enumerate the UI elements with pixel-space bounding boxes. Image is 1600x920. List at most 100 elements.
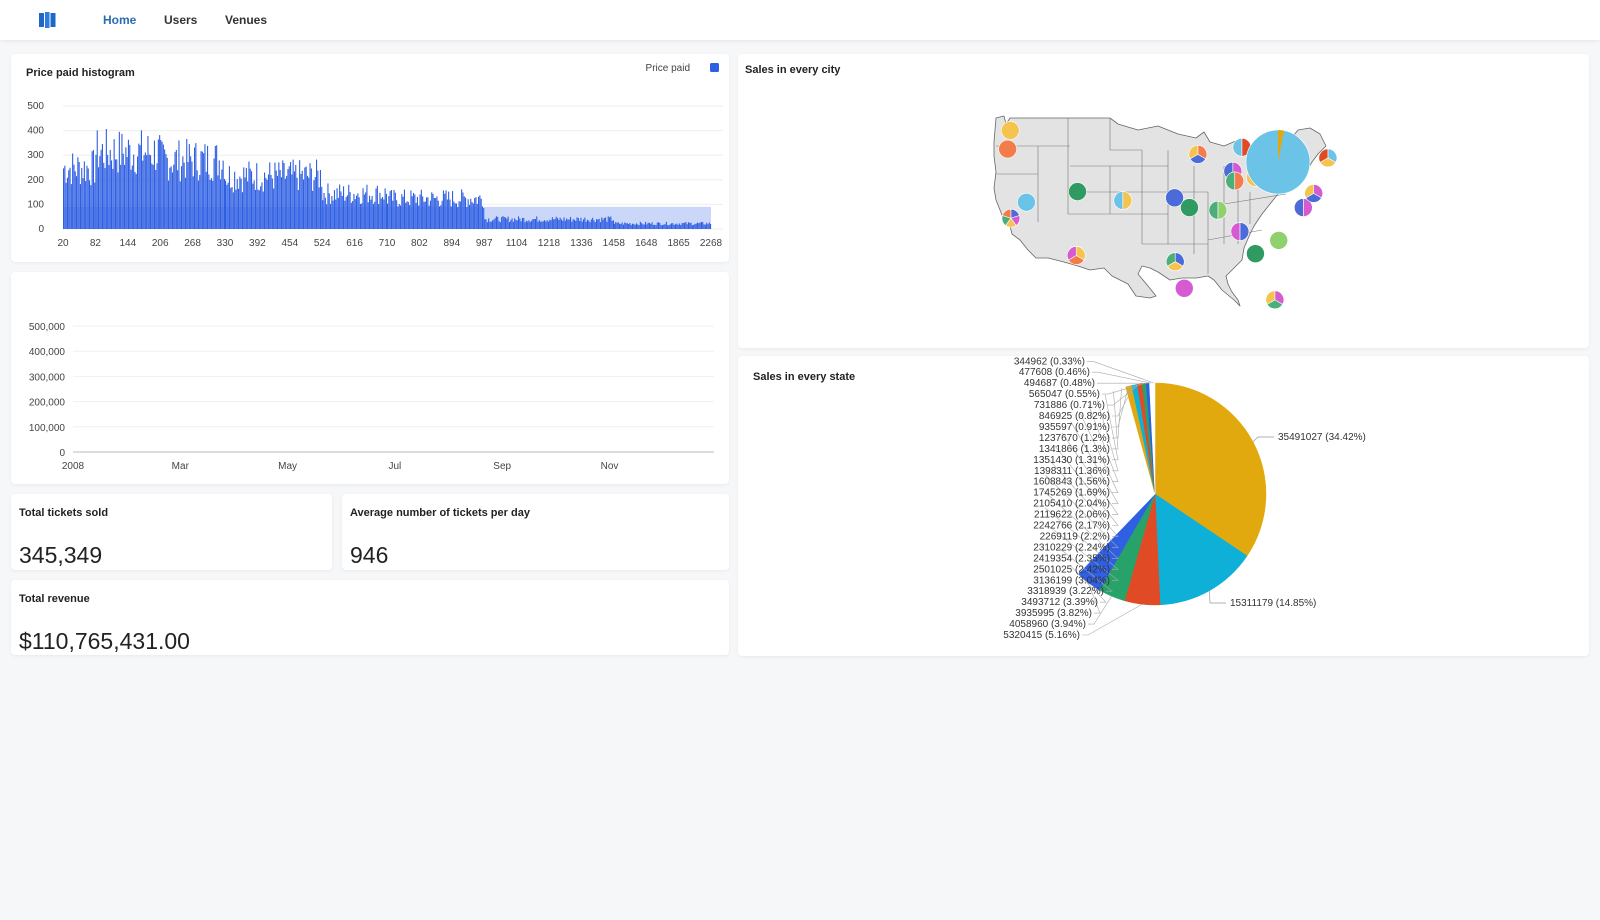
columns-logo-icon[interactable] <box>38 11 56 29</box>
histogram-bar[interactable] <box>374 201 376 229</box>
histogram-bar[interactable] <box>300 174 302 229</box>
histogram-bar[interactable] <box>560 219 562 229</box>
histogram-bar[interactable] <box>179 181 181 229</box>
histogram-bar[interactable] <box>228 166 230 229</box>
histogram-bar[interactable] <box>299 160 301 229</box>
histogram-bar[interactable] <box>147 136 149 229</box>
histogram-bar[interactable] <box>359 204 361 229</box>
histogram-bar[interactable] <box>312 190 314 229</box>
histogram-bar[interactable] <box>409 205 411 229</box>
histogram-bar[interactable] <box>157 139 159 230</box>
histogram-bar[interactable] <box>357 193 359 229</box>
histogram-bar[interactable] <box>170 166 172 229</box>
histogram-bar[interactable] <box>625 223 627 229</box>
histogram-bar[interactable] <box>562 220 564 229</box>
histogram-bar[interactable] <box>599 222 601 229</box>
histogram-bar[interactable] <box>339 184 341 230</box>
histogram-bar[interactable] <box>210 178 212 229</box>
histogram-bar[interactable] <box>628 224 630 229</box>
histogram-bar[interactable] <box>148 154 150 229</box>
histogram-bar[interactable] <box>274 162 276 229</box>
histogram-bar[interactable] <box>680 225 682 229</box>
histogram-bar[interactable] <box>291 174 293 229</box>
histogram-bar[interactable] <box>239 176 241 229</box>
histogram-bar[interactable] <box>448 191 450 229</box>
histogram-bar[interactable] <box>458 201 460 229</box>
histogram-bar[interactable] <box>205 171 207 229</box>
nav-home-link[interactable]: Home <box>103 13 137 27</box>
histogram-bar[interactable] <box>706 222 708 229</box>
histogram-bar[interactable] <box>498 221 500 229</box>
histogram-bar[interactable] <box>313 180 315 229</box>
histogram-bar[interactable] <box>682 222 684 229</box>
histogram-bar[interactable] <box>532 219 534 229</box>
histogram-bar[interactable] <box>493 219 495 229</box>
histogram-bar[interactable] <box>585 221 587 229</box>
histogram-bar[interactable] <box>117 172 119 229</box>
histogram-bar[interactable] <box>280 177 282 229</box>
histogram-bar[interactable] <box>602 219 604 229</box>
histogram-bar[interactable] <box>687 222 689 229</box>
histogram-bar[interactable] <box>143 155 145 229</box>
histogram-bar[interactable] <box>137 156 139 230</box>
histogram-bar[interactable] <box>607 216 609 229</box>
histogram-bar[interactable] <box>96 130 98 229</box>
histogram-bar[interactable] <box>542 221 544 229</box>
histogram-bar[interactable] <box>153 140 155 229</box>
histogram-bar[interactable] <box>257 189 259 229</box>
histogram-bar[interactable] <box>667 225 669 229</box>
histogram-bar[interactable] <box>283 163 285 229</box>
histogram-bar[interactable] <box>328 193 330 229</box>
histogram-bar[interactable] <box>528 220 530 229</box>
histogram-bar[interactable] <box>449 199 451 229</box>
histogram-bar[interactable] <box>83 161 85 229</box>
histogram-bar[interactable] <box>393 190 395 229</box>
city-marker[interactable] <box>1318 148 1338 168</box>
histogram-bar[interactable] <box>363 194 365 230</box>
histogram-bar[interactable] <box>324 197 326 229</box>
histogram-bar[interactable] <box>99 156 101 229</box>
histogram-bar[interactable] <box>407 201 409 229</box>
histogram-bar[interactable] <box>372 203 374 229</box>
histogram-bar[interactable] <box>277 175 279 229</box>
histogram-bar[interactable] <box>651 222 653 229</box>
histogram-bar[interactable] <box>551 217 553 229</box>
histogram-bar[interactable] <box>629 223 631 229</box>
histogram-bar[interactable] <box>127 139 129 229</box>
histogram-bar[interactable] <box>177 170 179 229</box>
histogram-bar[interactable] <box>594 222 596 229</box>
histogram-bar[interactable] <box>693 224 695 229</box>
histogram-bar[interactable] <box>563 217 565 229</box>
histogram-bar[interactable] <box>354 199 356 229</box>
histogram-bar[interactable] <box>125 147 127 229</box>
histogram-bar[interactable] <box>646 224 648 229</box>
histogram-bar[interactable] <box>214 145 216 229</box>
histogram-bar[interactable] <box>400 205 402 230</box>
histogram-bar[interactable] <box>90 185 92 229</box>
histogram-bar[interactable] <box>671 223 673 229</box>
histogram-bar[interactable] <box>388 196 390 229</box>
histogram-bar[interactable] <box>227 182 229 229</box>
histogram-bar[interactable] <box>209 180 211 229</box>
histogram-bar[interactable] <box>566 218 568 230</box>
histogram-bar[interactable] <box>116 159 118 229</box>
histogram-bar[interactable] <box>135 173 137 229</box>
histogram-bar[interactable] <box>603 217 605 229</box>
histogram-bar[interactable] <box>220 179 222 229</box>
histogram-bar[interactable] <box>476 203 478 229</box>
histogram-bar[interactable] <box>98 167 100 229</box>
histogram-bar[interactable] <box>140 130 142 229</box>
histogram-bar[interactable] <box>318 187 320 229</box>
histogram-bar[interactable] <box>415 202 417 229</box>
histogram-bar[interactable] <box>394 192 396 229</box>
histogram-bar[interactable] <box>261 182 263 229</box>
histogram-bar[interactable] <box>571 221 573 229</box>
histogram-bar[interactable] <box>697 222 699 229</box>
histogram-bar[interactable] <box>710 224 712 229</box>
city-marker[interactable] <box>1265 290 1285 310</box>
histogram-bar[interactable] <box>474 198 476 229</box>
histogram-bar[interactable] <box>523 217 525 229</box>
histogram-bar[interactable] <box>287 169 289 229</box>
histogram-bar[interactable] <box>69 167 71 229</box>
histogram-bar[interactable] <box>226 184 228 229</box>
